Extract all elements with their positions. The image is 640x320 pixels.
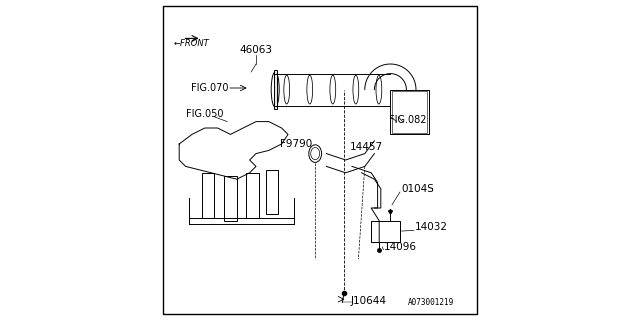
Text: J10644: J10644 [351, 296, 387, 306]
Bar [392, 91, 428, 133]
Text: FIG.070: FIG.070 [191, 83, 228, 93]
Text: F9790: F9790 [280, 139, 312, 149]
Text: ←FRONT: ←FRONT [174, 39, 210, 48]
Bar [246, 173, 259, 218]
Text: 0104S: 0104S [402, 184, 435, 194]
Bar [390, 90, 429, 134]
Bar [266, 170, 278, 214]
Bar [202, 173, 214, 218]
Text: FIG.050: FIG.050 [186, 109, 223, 119]
Text: 46063: 46063 [239, 45, 273, 55]
Text: A073001219: A073001219 [408, 298, 454, 307]
Text: 14032: 14032 [415, 222, 447, 232]
Text: 14457: 14457 [350, 142, 383, 152]
Text: FIG.082: FIG.082 [389, 115, 427, 125]
Bar [371, 221, 400, 242]
Text: 14096: 14096 [384, 242, 417, 252]
Bar [224, 176, 237, 221]
Bar [274, 70, 277, 109]
